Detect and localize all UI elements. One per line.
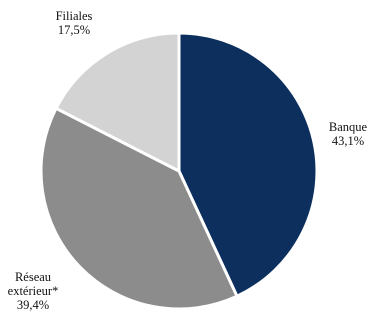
slice-category-label: extérieur* — [8, 284, 59, 298]
slice-label: Réseau extérieur* 39,4% — [8, 270, 59, 312]
slice-value-label: 39,4% — [17, 298, 49, 312]
pie-slices — [39, 31, 319, 311]
slice-category-label: Filiales — [56, 9, 93, 23]
slice-category-label: Banque — [329, 120, 368, 134]
pie-labels: Banque 43,1% Réseau extérieur* 39,4% Filiales… — [8, 9, 368, 312]
slice-value-label: 17,5% — [58, 23, 90, 37]
slice-label: Filiales 17,5% — [56, 9, 93, 37]
pie-slice-filiales — [54, 31, 181, 173]
slice-category-label: Réseau — [15, 270, 52, 284]
pie-slice-banque — [177, 31, 319, 298]
slice-value-label: 43,1% — [332, 134, 364, 148]
pie-slice-réseau-extérieur — [39, 106, 239, 311]
slice-label: Banque 43,1% — [329, 120, 368, 148]
